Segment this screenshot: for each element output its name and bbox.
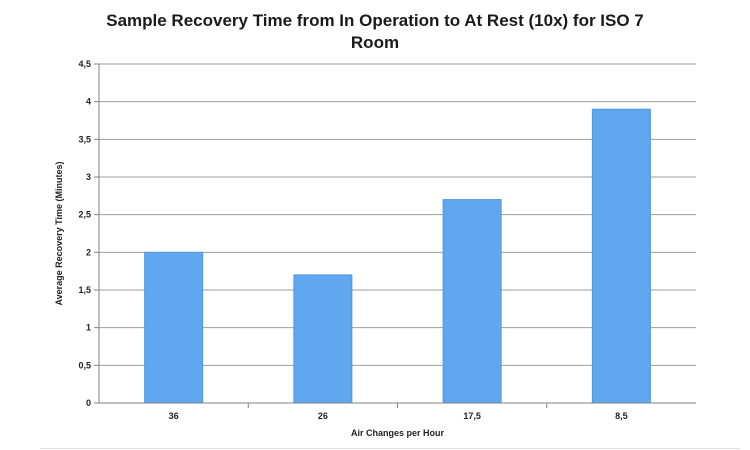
bars — [144, 108, 651, 404]
y-tick-label: 3 — [86, 172, 91, 182]
x-tick-label: 8,5 — [615, 411, 628, 421]
y-tick-label: 0 — [86, 398, 91, 408]
y-tick-label: 1 — [86, 323, 91, 333]
x-tick-label: 26 — [318, 411, 328, 421]
bar — [144, 251, 204, 404]
x-axis-ticks: 36 26 17,5 8,5 — [169, 403, 628, 421]
y-axis-title: Average Recovery Time (Minutes) — [54, 161, 64, 305]
y-axis-ticks: 0 0,5 1 1,5 2 2,5 3 3,5 4 4,5 — [78, 59, 99, 408]
y-tick-label: 2 — [86, 247, 91, 257]
y-tick-label: 4,5 — [78, 59, 91, 69]
y-tick-label: 3,5 — [78, 134, 91, 144]
bar — [293, 274, 353, 404]
x-axis-title: Air Changes per Hour — [351, 428, 445, 438]
bar — [591, 108, 651, 404]
y-tick-label: 0,5 — [78, 360, 91, 370]
y-tick-label: 4 — [86, 97, 91, 107]
y-tick-label: 1,5 — [78, 285, 91, 295]
bottom-divider — [40, 448, 740, 449]
chart-title: Sample Recovery Time from In Operation t… — [106, 11, 644, 52]
bar — [442, 199, 502, 404]
x-tick-label: 36 — [169, 411, 179, 421]
x-tick-label: 17,5 — [463, 411, 481, 421]
y-tick-label: 2,5 — [78, 210, 91, 220]
